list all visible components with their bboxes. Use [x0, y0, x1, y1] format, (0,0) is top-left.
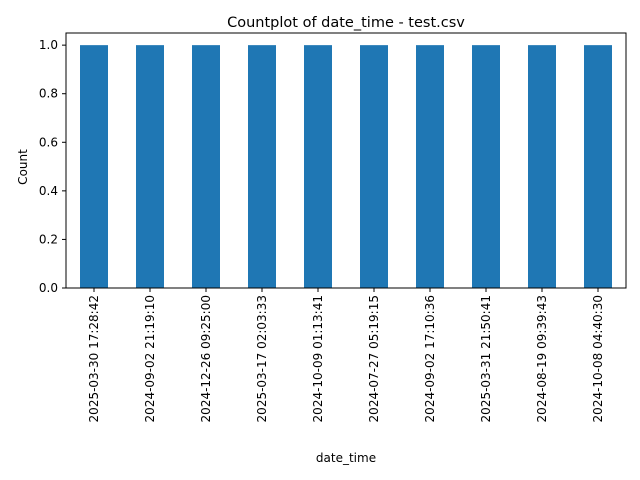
bar [80, 45, 108, 289]
bar [304, 45, 332, 289]
x-tick-label: 2024-10-08 04:40:30 [591, 295, 605, 422]
bar [416, 45, 444, 289]
y-tick-label: 0.2 [39, 232, 58, 246]
chart-title: Countplot of date_time - test.csv [227, 15, 465, 31]
plot-frame [65, 32, 627, 289]
y-tick-label: 0.4 [39, 184, 58, 198]
x-axis-label: date_time [316, 451, 376, 465]
x-tick-label: 2024-10-09 01:13:41 [311, 295, 325, 422]
bar [136, 45, 164, 289]
x-tick-label: 2025-03-17 02:03:33 [255, 295, 269, 422]
bar [192, 45, 220, 289]
bar [472, 45, 500, 289]
x-tick-label: 2025-03-30 17:28:42 [87, 295, 101, 422]
x-tick-label: 2025-03-31 21:50:41 [479, 295, 493, 422]
x-axis: 2025-03-30 17:28:42 2024-09-02 21:19:10 20… [87, 288, 605, 422]
bar-group [80, 45, 612, 289]
y-axis: 0.0 0.2 0.4 0.6 0.8 1.0 [39, 38, 66, 295]
x-tick-label: 2024-08-19 09:39:43 [535, 295, 549, 422]
bar [528, 45, 556, 289]
y-axis-label: Count [16, 149, 30, 185]
bar [360, 45, 388, 289]
y-tick-label: 0.6 [39, 135, 58, 149]
y-tick-label: 1.0 [39, 38, 58, 52]
y-tick-label: 0.8 [39, 87, 58, 101]
bar [584, 45, 612, 289]
x-tick-label: 2024-09-02 17:10:36 [423, 295, 437, 422]
bar [248, 45, 276, 289]
y-tick-label: 0.0 [39, 281, 58, 295]
x-tick-label: 2024-12-26 09:25:00 [199, 295, 213, 422]
x-tick-label: 2024-09-02 21:19:10 [143, 295, 157, 422]
x-tick-label: 2024-07-27 05:19:15 [367, 295, 381, 422]
